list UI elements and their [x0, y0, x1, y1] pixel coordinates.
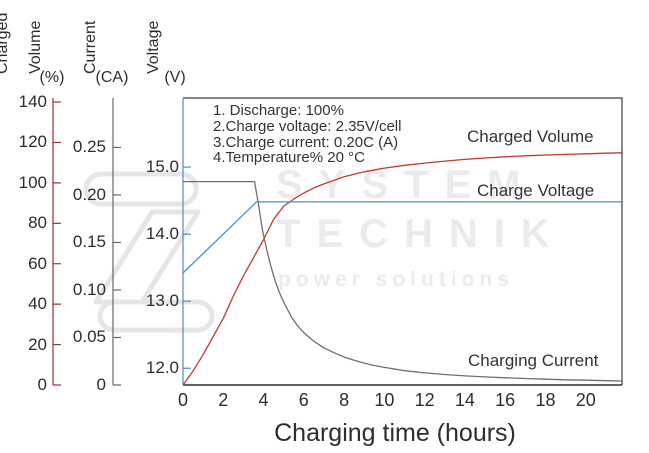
axis-title-voltage: Voltage [145, 20, 162, 74]
tick-label: 80 [28, 213, 47, 233]
series-label-charge-voltage: Charge Voltage [477, 181, 595, 200]
tick-label: 6 [298, 390, 309, 410]
tick-label: 60 [28, 253, 47, 273]
tick-label: 0.20 [72, 184, 106, 204]
chart-annotations: 1. Discharge: 100% 2.Charge voltage: 2.3… [213, 103, 401, 166]
annotation-line-charge-current: 3.Charge current: 0.20C (A) [213, 133, 399, 151]
series-label-charging-current: Charging Current [468, 351, 599, 370]
annotation-line-charge-voltage: 2.Charge voltage: 2.35V/cell [213, 117, 402, 135]
annotation-line-discharge: 1. Discharge: 100% [213, 102, 344, 119]
tick-label: 13.0 [145, 291, 179, 311]
tick-label: 14 [454, 390, 475, 410]
tick-label: 8 [339, 390, 350, 410]
tick-label: 40 [28, 294, 47, 314]
tick-label: 140 [18, 92, 47, 112]
axis-title-charged: Charged [0, 12, 11, 74]
axis-unit-percent: (%) [39, 69, 65, 86]
axis-title-current: Current [82, 20, 99, 74]
tick-label: 12.0 [145, 358, 179, 378]
annotation-line-temperature: 4.Temperature% 20 °C [213, 149, 365, 167]
tick-label: 20 [575, 390, 596, 410]
tick-label: 100 [18, 172, 47, 192]
axis-unit-ca: (CA) [95, 69, 129, 86]
series-label-charged-volume: Charged Volume [467, 127, 594, 146]
tick-label: 0.05 [72, 327, 106, 347]
axis-title-volume: Volume [27, 20, 44, 74]
watermark-text-technik: TECHNIK [276, 212, 566, 256]
tick-label: 2 [218, 390, 229, 410]
tick-label: 0.15 [72, 232, 106, 252]
tick-label: 4 [258, 390, 269, 410]
watermark-text-solutions: power solutions [278, 268, 515, 291]
tick-label: 16 [495, 390, 516, 410]
tick-label: 12 [414, 390, 435, 410]
watermark-text-system: SYSTEM [276, 163, 537, 207]
tick-label: 20 [28, 334, 47, 354]
tick-label: 0 [37, 375, 47, 394]
tick-label: 0 [96, 375, 106, 394]
tick-label: 14.0 [145, 224, 179, 244]
tick-label: 0.25 [72, 137, 106, 157]
tick-label: 15.0 [145, 157, 179, 177]
x-axis-title: Charging time (hours) [274, 419, 516, 447]
axis-unit-v: (V) [164, 69, 186, 86]
tick-label: 0 [177, 390, 188, 410]
tick-label: 10 [374, 390, 395, 410]
tick-label: 0.10 [72, 279, 106, 299]
tick-label: 120 [18, 132, 47, 152]
tick-label: 18 [535, 390, 556, 410]
